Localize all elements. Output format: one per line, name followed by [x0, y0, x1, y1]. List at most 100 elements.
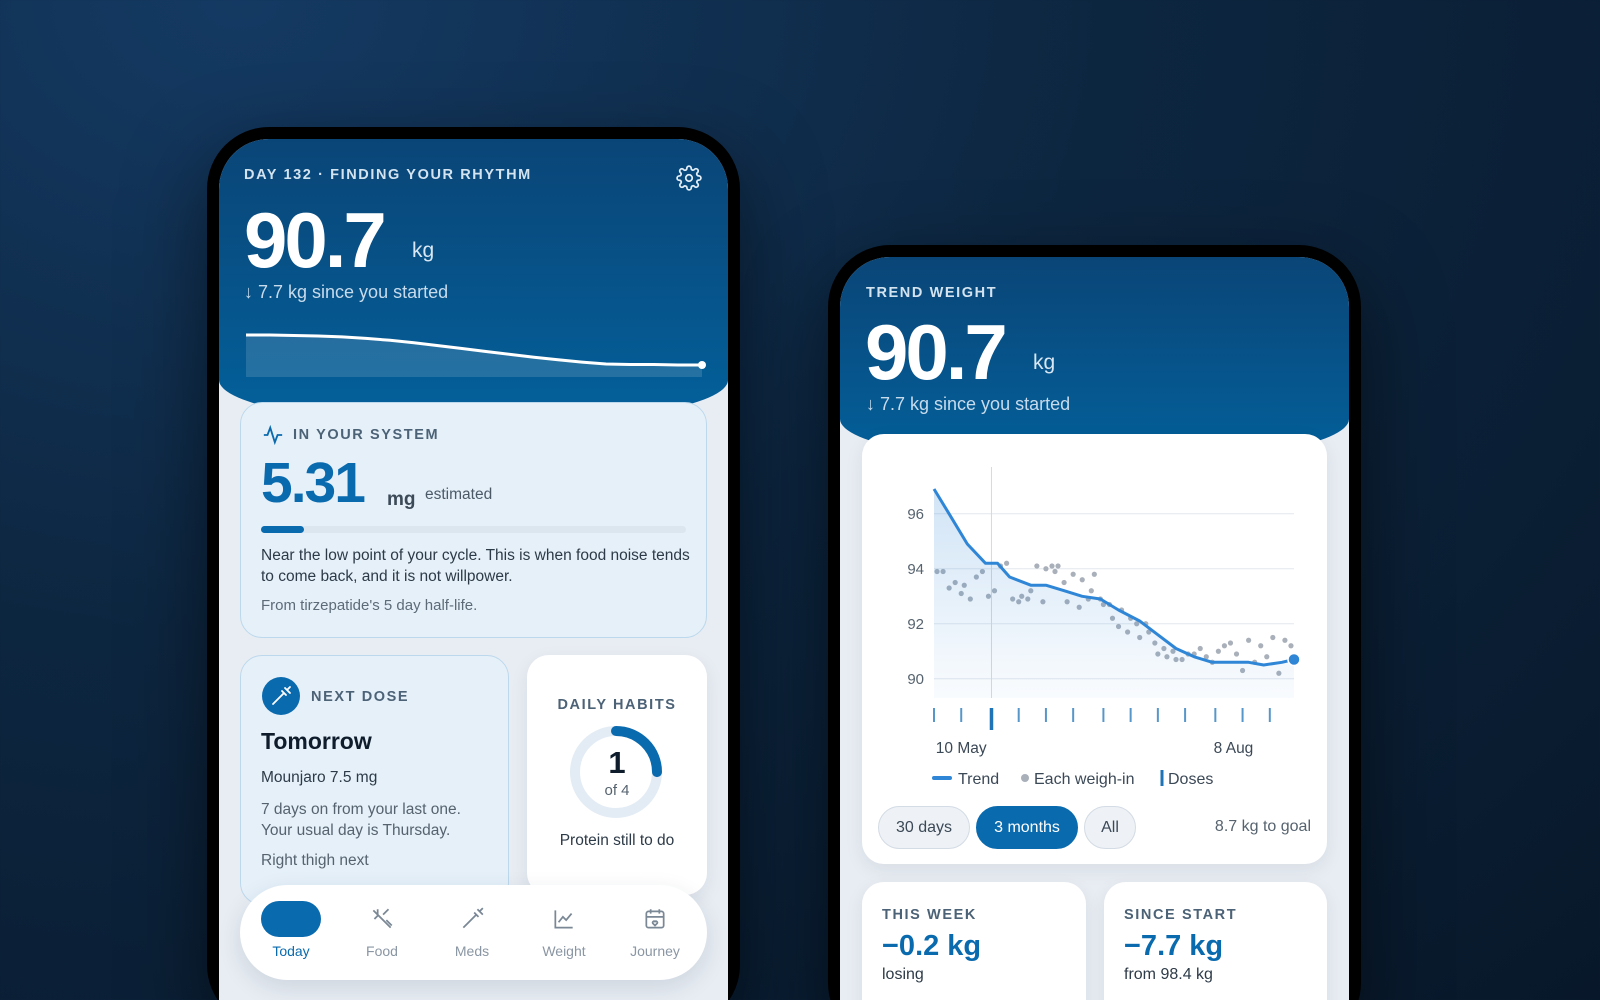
nav-item[interactable]: Food [342, 901, 422, 959]
weigh-in [1282, 637, 1288, 643]
weigh-in [1197, 645, 1203, 652]
weight-unit: kg [1033, 351, 1056, 374]
habits-total: of 4 [604, 782, 630, 799]
weight-chart: 90 92 94 96 10 May 8 Aug Trend Each weigh-in Dos… [907, 467, 1301, 788]
chart-card: 90 92 94 96 10 May 8 Aug Trend Each weigh-in Dos… [862, 434, 1327, 864]
footnote: From tirzepatide's 5 day half-life. [261, 597, 478, 614]
weigh-in [1233, 651, 1240, 657]
phone-screen: TREND WEIGHT 90.7 kg ↓ 7.7 kg since you … [840, 257, 1349, 1000]
phone-screen: DAY 132 · FINDING YOUR RHYTHM 90.7 kg ↓ … [219, 139, 728, 1000]
sparkline-line [246, 333, 702, 367]
dose-body: 7 days on from your last one. Your usual… [261, 801, 461, 839]
settings-icon[interactable] [676, 165, 702, 191]
nav-item[interactable]: Journey [615, 901, 695, 959]
stat-value: −7.7 kg [1124, 930, 1224, 962]
nav-label: Today [272, 943, 310, 959]
range-button[interactable]: All [1084, 806, 1136, 849]
card-title: IN YOUR SYSTEM [293, 427, 440, 443]
weigh-in [1034, 563, 1040, 569]
weigh-in [1043, 566, 1049, 572]
nav-label: Weight [542, 943, 586, 959]
qualifier: estimated [425, 486, 493, 503]
habits-ring [570, 726, 662, 818]
y-tick-label: 94 [907, 561, 924, 578]
x-tick-label: 10 May [936, 740, 987, 757]
sparkline-end [698, 361, 706, 369]
habits-done: 1 [608, 745, 626, 780]
weigh-in [1227, 640, 1234, 646]
weight-change: ↓ 7.7 kg since you started [866, 394, 1071, 414]
nav-item[interactable]: Weight [524, 901, 604, 959]
ring-progress [570, 726, 662, 818]
stat-note: losing [882, 966, 924, 983]
syringe-icon [262, 677, 300, 715]
amount: 5.31 [261, 451, 366, 515]
weigh-in [1270, 634, 1276, 641]
sparkline [246, 333, 706, 377]
stat-title: THIS WEEK [882, 907, 977, 923]
card-body: Near the low point of your cycle. This i… [261, 547, 690, 585]
weigh-in [1088, 588, 1094, 594]
weigh-in [1288, 643, 1294, 649]
header: TREND WEIGHT 90.7 kg ↓ 7.7 kg since you … [840, 257, 1349, 465]
legend-label: Each weigh-in [1034, 771, 1135, 788]
weigh-in [1258, 643, 1264, 649]
weigh-in [1052, 568, 1058, 575]
legend-label: Doses [1168, 771, 1213, 788]
trend-line [932, 488, 1295, 667]
habits-note: Protein still to do [559, 832, 675, 849]
weigh-in [1079, 577, 1085, 583]
level-track [261, 526, 686, 533]
range-button[interactable]: 3 months [976, 806, 1078, 849]
sparkline-area [246, 335, 702, 377]
stat-title: SINCE START [1124, 907, 1238, 923]
pulse-icon [263, 424, 283, 446]
nav-label: Food [366, 943, 398, 959]
weigh-in [1264, 654, 1270, 660]
habits-card: DAILY HABITS 1 of 4 Protein still to do [527, 655, 707, 895]
dose-site: Right thigh next [261, 852, 369, 869]
amount-unit: mg [387, 489, 416, 510]
weigh-in [1246, 637, 1252, 643]
y-tick-label: 90 [907, 671, 924, 688]
weigh-in [1221, 643, 1228, 649]
weigh-in [1055, 563, 1061, 569]
weigh-in [1061, 579, 1067, 586]
bottom-nav: Today Food Meds Weight Journey [240, 885, 707, 980]
header: DAY 132 · FINDING YOUR RHYTHM 90.7 kg ↓ … [219, 139, 728, 426]
nav-label: Journey [630, 943, 680, 959]
stat-value: −0.2 kg [882, 930, 982, 962]
stat-card: SINCE START −7.7 kg from 98.4 kg [1104, 882, 1327, 1000]
y-tick-label: 92 [907, 616, 924, 633]
stat-note: from 98.4 kg [1124, 966, 1213, 983]
weigh-in [1091, 571, 1097, 577]
weight-change: ↓ 7.7 kg since you started [244, 282, 449, 302]
range-button[interactable]: 30 days [878, 806, 970, 849]
nav-item[interactable]: Today [251, 901, 331, 959]
dose-card: NEXT DOSE Tomorrow Mounjaro 7.5 mg 7 day… [240, 655, 509, 905]
legend-label: Trend [958, 771, 999, 788]
dose-drug: Mounjaro 7.5 mg [261, 769, 378, 786]
eyebrow: TREND WEIGHT [866, 285, 998, 301]
weigh-in [1203, 654, 1209, 660]
level-fill [261, 526, 304, 533]
trend-end [1287, 652, 1301, 667]
card-title: NEXT DOSE [311, 689, 410, 705]
nav-item[interactable]: Meds [432, 901, 512, 959]
weigh-in [1070, 571, 1076, 577]
weigh-in [1004, 560, 1010, 566]
stat-card: THIS WEEK −0.2 kg losing [862, 882, 1086, 1000]
system-card: IN YOUR SYSTEM 5.31 mg estimated Near th… [240, 402, 707, 638]
card-title: DAILY HABITS [557, 697, 677, 713]
x-tick-label: 8 Aug [1214, 740, 1254, 757]
trend-area [934, 489, 1294, 698]
nav-label: Meds [454, 943, 490, 959]
weight: 90.7 [865, 308, 1008, 396]
y-tick-label: 96 [907, 506, 924, 523]
weigh-in [1049, 563, 1055, 569]
goal-text: 8.7 kg to goal [1214, 818, 1311, 835]
weight-unit: kg [412, 239, 435, 262]
dose-when: Tomorrow [261, 728, 372, 754]
weight: 90.7 [244, 196, 387, 284]
